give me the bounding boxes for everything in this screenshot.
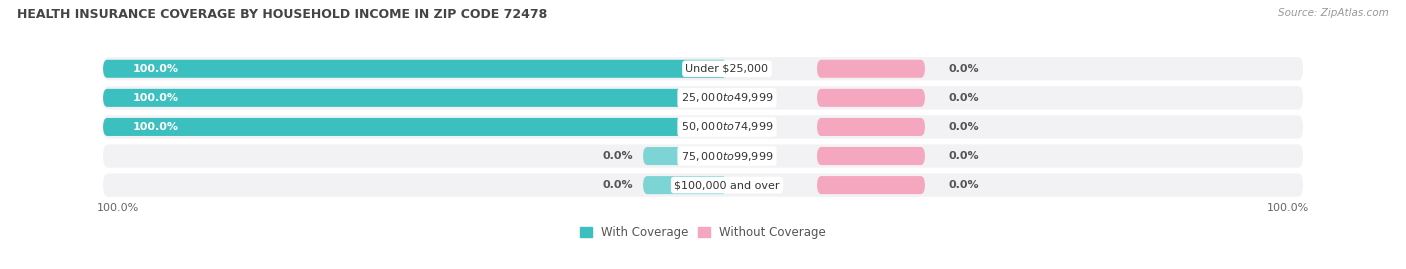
FancyBboxPatch shape — [103, 174, 1303, 197]
Text: 0.0%: 0.0% — [949, 151, 980, 161]
Legend: With Coverage, Without Coverage: With Coverage, Without Coverage — [579, 226, 827, 239]
Text: Source: ZipAtlas.com: Source: ZipAtlas.com — [1278, 8, 1389, 18]
Text: 100.0%: 100.0% — [134, 122, 179, 132]
FancyBboxPatch shape — [103, 118, 727, 136]
FancyBboxPatch shape — [103, 89, 727, 107]
Text: 0.0%: 0.0% — [603, 151, 633, 161]
Text: 0.0%: 0.0% — [949, 93, 980, 103]
Text: 0.0%: 0.0% — [949, 64, 980, 74]
Text: HEALTH INSURANCE COVERAGE BY HOUSEHOLD INCOME IN ZIP CODE 72478: HEALTH INSURANCE COVERAGE BY HOUSEHOLD I… — [17, 8, 547, 21]
FancyBboxPatch shape — [103, 86, 1303, 109]
FancyBboxPatch shape — [643, 176, 727, 194]
FancyBboxPatch shape — [817, 176, 925, 194]
Text: 0.0%: 0.0% — [949, 122, 980, 132]
Text: Under $25,000: Under $25,000 — [686, 64, 769, 74]
Text: 100.0%: 100.0% — [134, 93, 179, 103]
FancyBboxPatch shape — [103, 115, 1303, 139]
FancyBboxPatch shape — [817, 89, 925, 107]
FancyBboxPatch shape — [103, 144, 1303, 168]
Text: $50,000 to $74,999: $50,000 to $74,999 — [681, 121, 773, 133]
Text: $75,000 to $99,999: $75,000 to $99,999 — [681, 150, 773, 162]
FancyBboxPatch shape — [103, 60, 727, 78]
Text: $100,000 and over: $100,000 and over — [675, 180, 780, 190]
FancyBboxPatch shape — [817, 118, 925, 136]
Text: $25,000 to $49,999: $25,000 to $49,999 — [681, 91, 773, 104]
Text: 0.0%: 0.0% — [603, 180, 633, 190]
Text: 100.0%: 100.0% — [1267, 203, 1309, 213]
Text: 100.0%: 100.0% — [134, 64, 179, 74]
Text: 100.0%: 100.0% — [97, 203, 139, 213]
Text: 0.0%: 0.0% — [949, 180, 980, 190]
FancyBboxPatch shape — [103, 57, 1303, 80]
FancyBboxPatch shape — [817, 147, 925, 165]
FancyBboxPatch shape — [643, 147, 727, 165]
FancyBboxPatch shape — [817, 60, 925, 78]
